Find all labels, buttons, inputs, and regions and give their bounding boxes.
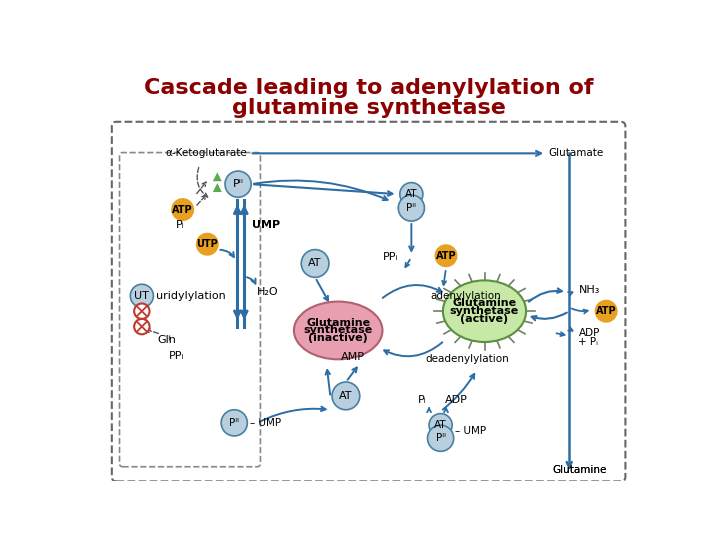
Text: α-Ketoglutarate: α-Ketoglutarate [165, 148, 247, 158]
Circle shape [429, 414, 452, 437]
Text: AT: AT [339, 391, 353, 401]
Text: deadenylylation: deadenylylation [426, 354, 509, 364]
Text: synthetase: synthetase [304, 326, 373, 335]
Text: ADP: ADP [444, 395, 467, 405]
Text: UMP: UMP [252, 220, 280, 230]
Text: AMP: AMP [341, 353, 365, 362]
Circle shape [195, 232, 220, 256]
Circle shape [400, 183, 423, 206]
Text: ATP: ATP [172, 205, 193, 214]
Text: Glutamine: Glutamine [552, 465, 607, 475]
Polygon shape [212, 171, 222, 182]
Text: Pᴵᴵ: Pᴵᴵ [436, 433, 446, 443]
Text: UT: UT [135, 291, 149, 301]
Text: uridylylation: uridylylation [156, 291, 225, 301]
Circle shape [130, 284, 153, 307]
Text: adenylylation: adenylylation [431, 291, 501, 301]
Circle shape [301, 249, 329, 278]
Text: Pᴵᴵ: Pᴵᴵ [229, 418, 239, 428]
Text: (inactive): (inactive) [308, 333, 368, 343]
Text: Pᵢ: Pᵢ [418, 395, 427, 405]
Circle shape [398, 195, 425, 221]
Polygon shape [212, 182, 222, 193]
Text: H₂O: H₂O [257, 287, 279, 297]
Text: Glutamine: Glutamine [452, 299, 516, 308]
Text: Glutamine: Glutamine [306, 318, 370, 328]
Text: ADP: ADP [578, 328, 600, 338]
Text: Glutamine: Glutamine [552, 465, 607, 475]
Circle shape [332, 382, 360, 410]
Circle shape [594, 299, 618, 323]
Text: Pᵢ: Pᵢ [176, 220, 184, 230]
Text: NH₃: NH₃ [578, 285, 600, 295]
Text: (active): (active) [460, 314, 508, 324]
Circle shape [171, 197, 195, 222]
Text: – UMP: – UMP [250, 418, 281, 428]
Text: + Pᵢ: + Pᵢ [578, 337, 598, 347]
Circle shape [221, 410, 248, 436]
Text: Pᴵᴵ: Pᴵᴵ [233, 179, 243, 189]
Circle shape [428, 425, 454, 451]
Ellipse shape [443, 280, 526, 342]
Circle shape [134, 319, 150, 334]
Text: ATP: ATP [596, 306, 616, 316]
Text: Pᴵᴵ: Pᴵᴵ [406, 203, 416, 213]
Text: synthetase: synthetase [450, 306, 519, 316]
Circle shape [225, 171, 251, 197]
Text: ATP: ATP [436, 251, 456, 261]
Text: Gln: Gln [157, 335, 176, 346]
Text: Glutamate: Glutamate [549, 148, 603, 158]
Text: AT: AT [308, 259, 322, 268]
Text: AT: AT [434, 420, 447, 430]
Text: PPᵢ: PPᵢ [168, 351, 184, 361]
Text: – UMP: – UMP [455, 426, 487, 436]
Text: AT: AT [405, 189, 418, 199]
Text: glutamine synthetase: glutamine synthetase [232, 98, 506, 118]
Circle shape [134, 303, 150, 319]
Text: PPᵢ: PPᵢ [383, 252, 398, 262]
Circle shape [433, 244, 459, 268]
Text: UTP: UTP [197, 239, 218, 249]
Text: Cascade leading to adenylylation of: Cascade leading to adenylylation of [144, 78, 594, 98]
Ellipse shape [294, 301, 382, 359]
